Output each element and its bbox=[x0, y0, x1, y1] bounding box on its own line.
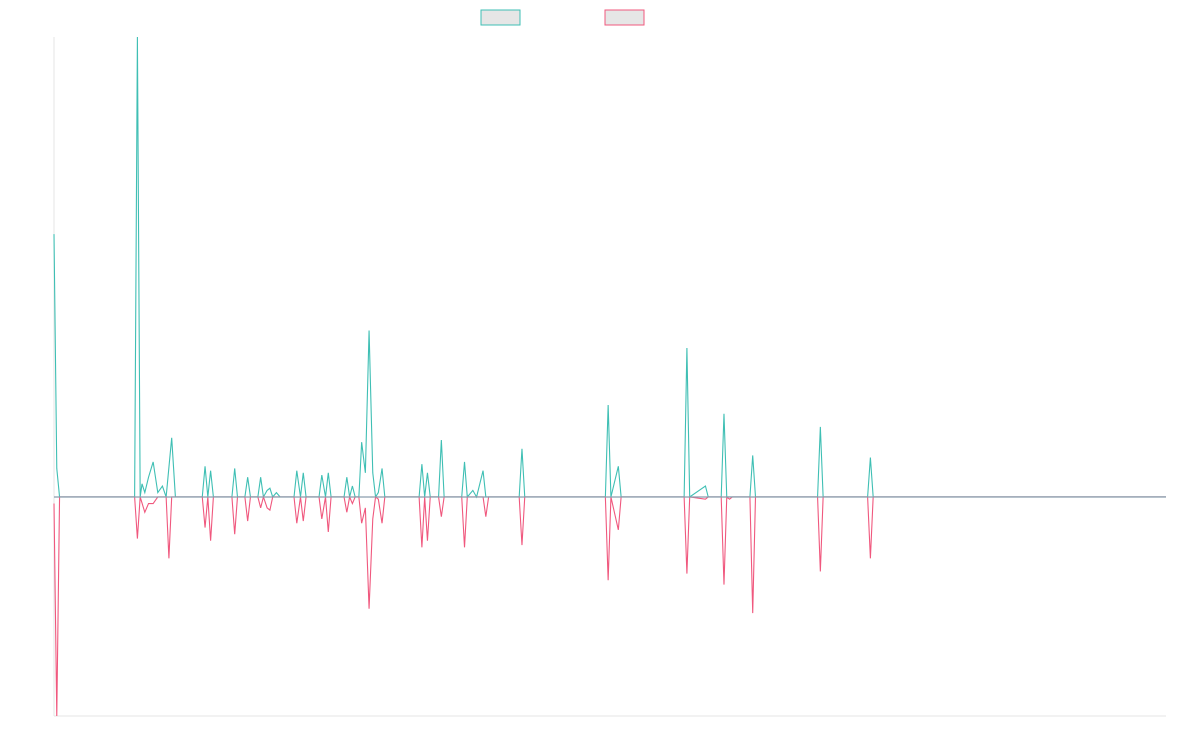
legend-swatch-2[interactable] bbox=[604, 9, 645, 26]
series-group bbox=[53, 36, 1166, 717]
legend[interactable] bbox=[480, 9, 645, 26]
legend-swatch-1[interactable] bbox=[480, 9, 521, 26]
axes bbox=[53, 37, 1166, 717]
series-line-1 bbox=[53, 36, 1166, 499]
series-line-2 bbox=[53, 495, 1166, 717]
